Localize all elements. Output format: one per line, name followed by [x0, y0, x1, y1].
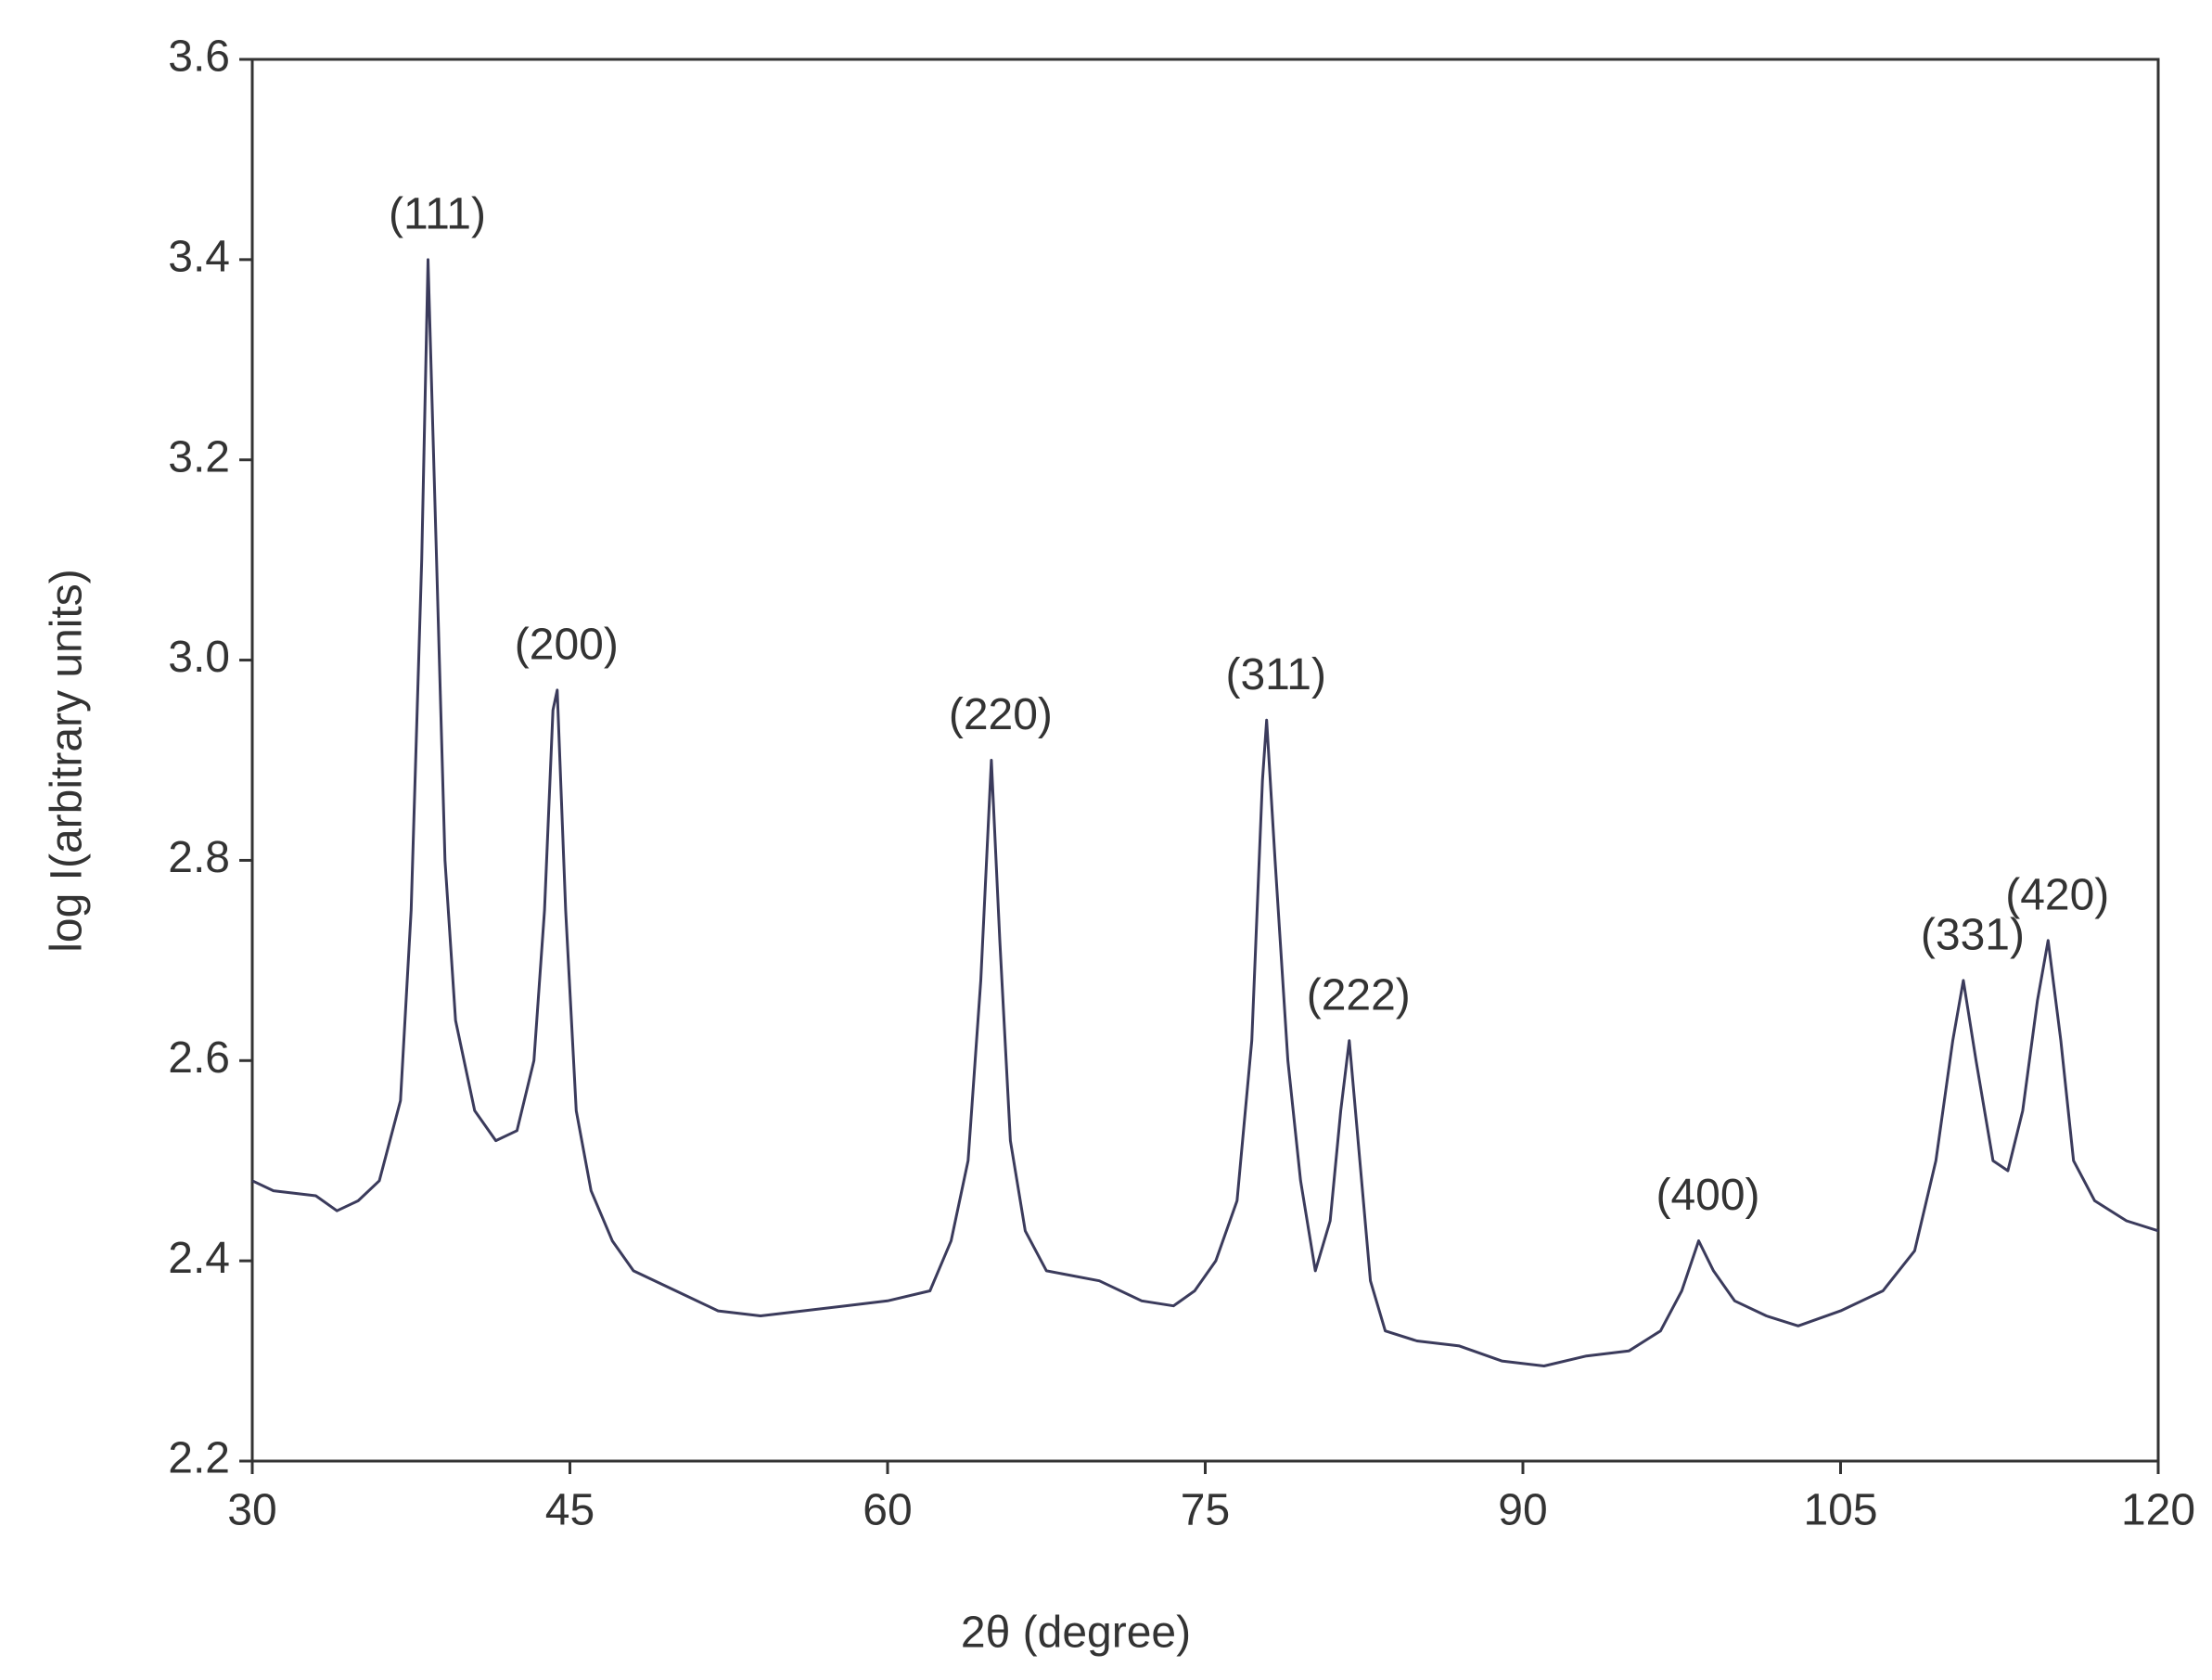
y-tick-label: 2.2 [168, 1434, 230, 1483]
x-tick-label: 120 [2121, 1486, 2195, 1535]
y-tick-label: 2.6 [168, 1033, 230, 1083]
y-tick-label: 2.4 [168, 1234, 230, 1283]
peak-label: (311) [1225, 650, 1326, 699]
y-axis-label: log I(arbitrary units) [43, 569, 92, 952]
peak-label: (220) [949, 690, 1053, 739]
x-tick-label: 90 [1498, 1486, 1547, 1535]
x-tick-label: 30 [227, 1486, 276, 1535]
x-tick-label: 45 [545, 1486, 595, 1535]
y-tick-label: 3.4 [168, 233, 230, 282]
plot-frame [250, 58, 2160, 1463]
x-axis-label: 2θ (degree) [961, 1609, 1191, 1658]
y-tick-label: 3.6 [168, 32, 230, 82]
peak-label: (222) [1307, 970, 1411, 1020]
peak-label: (200) [515, 621, 619, 670]
peak-label: (400) [1656, 1171, 1759, 1220]
x-tick-label: 105 [1803, 1486, 1877, 1535]
peak-label: (111) [389, 190, 486, 239]
x-tick-label: 75 [1181, 1486, 1230, 1535]
y-tick-label: 3.0 [168, 633, 230, 682]
y-tick-label: 2.8 [168, 833, 230, 882]
y-tick-label: 3.2 [168, 432, 230, 481]
peak-label: (420) [2005, 870, 2109, 919]
x-tick-label: 60 [863, 1486, 912, 1535]
peak-label: (331) [1921, 911, 2025, 960]
data-line [251, 258, 2159, 1367]
